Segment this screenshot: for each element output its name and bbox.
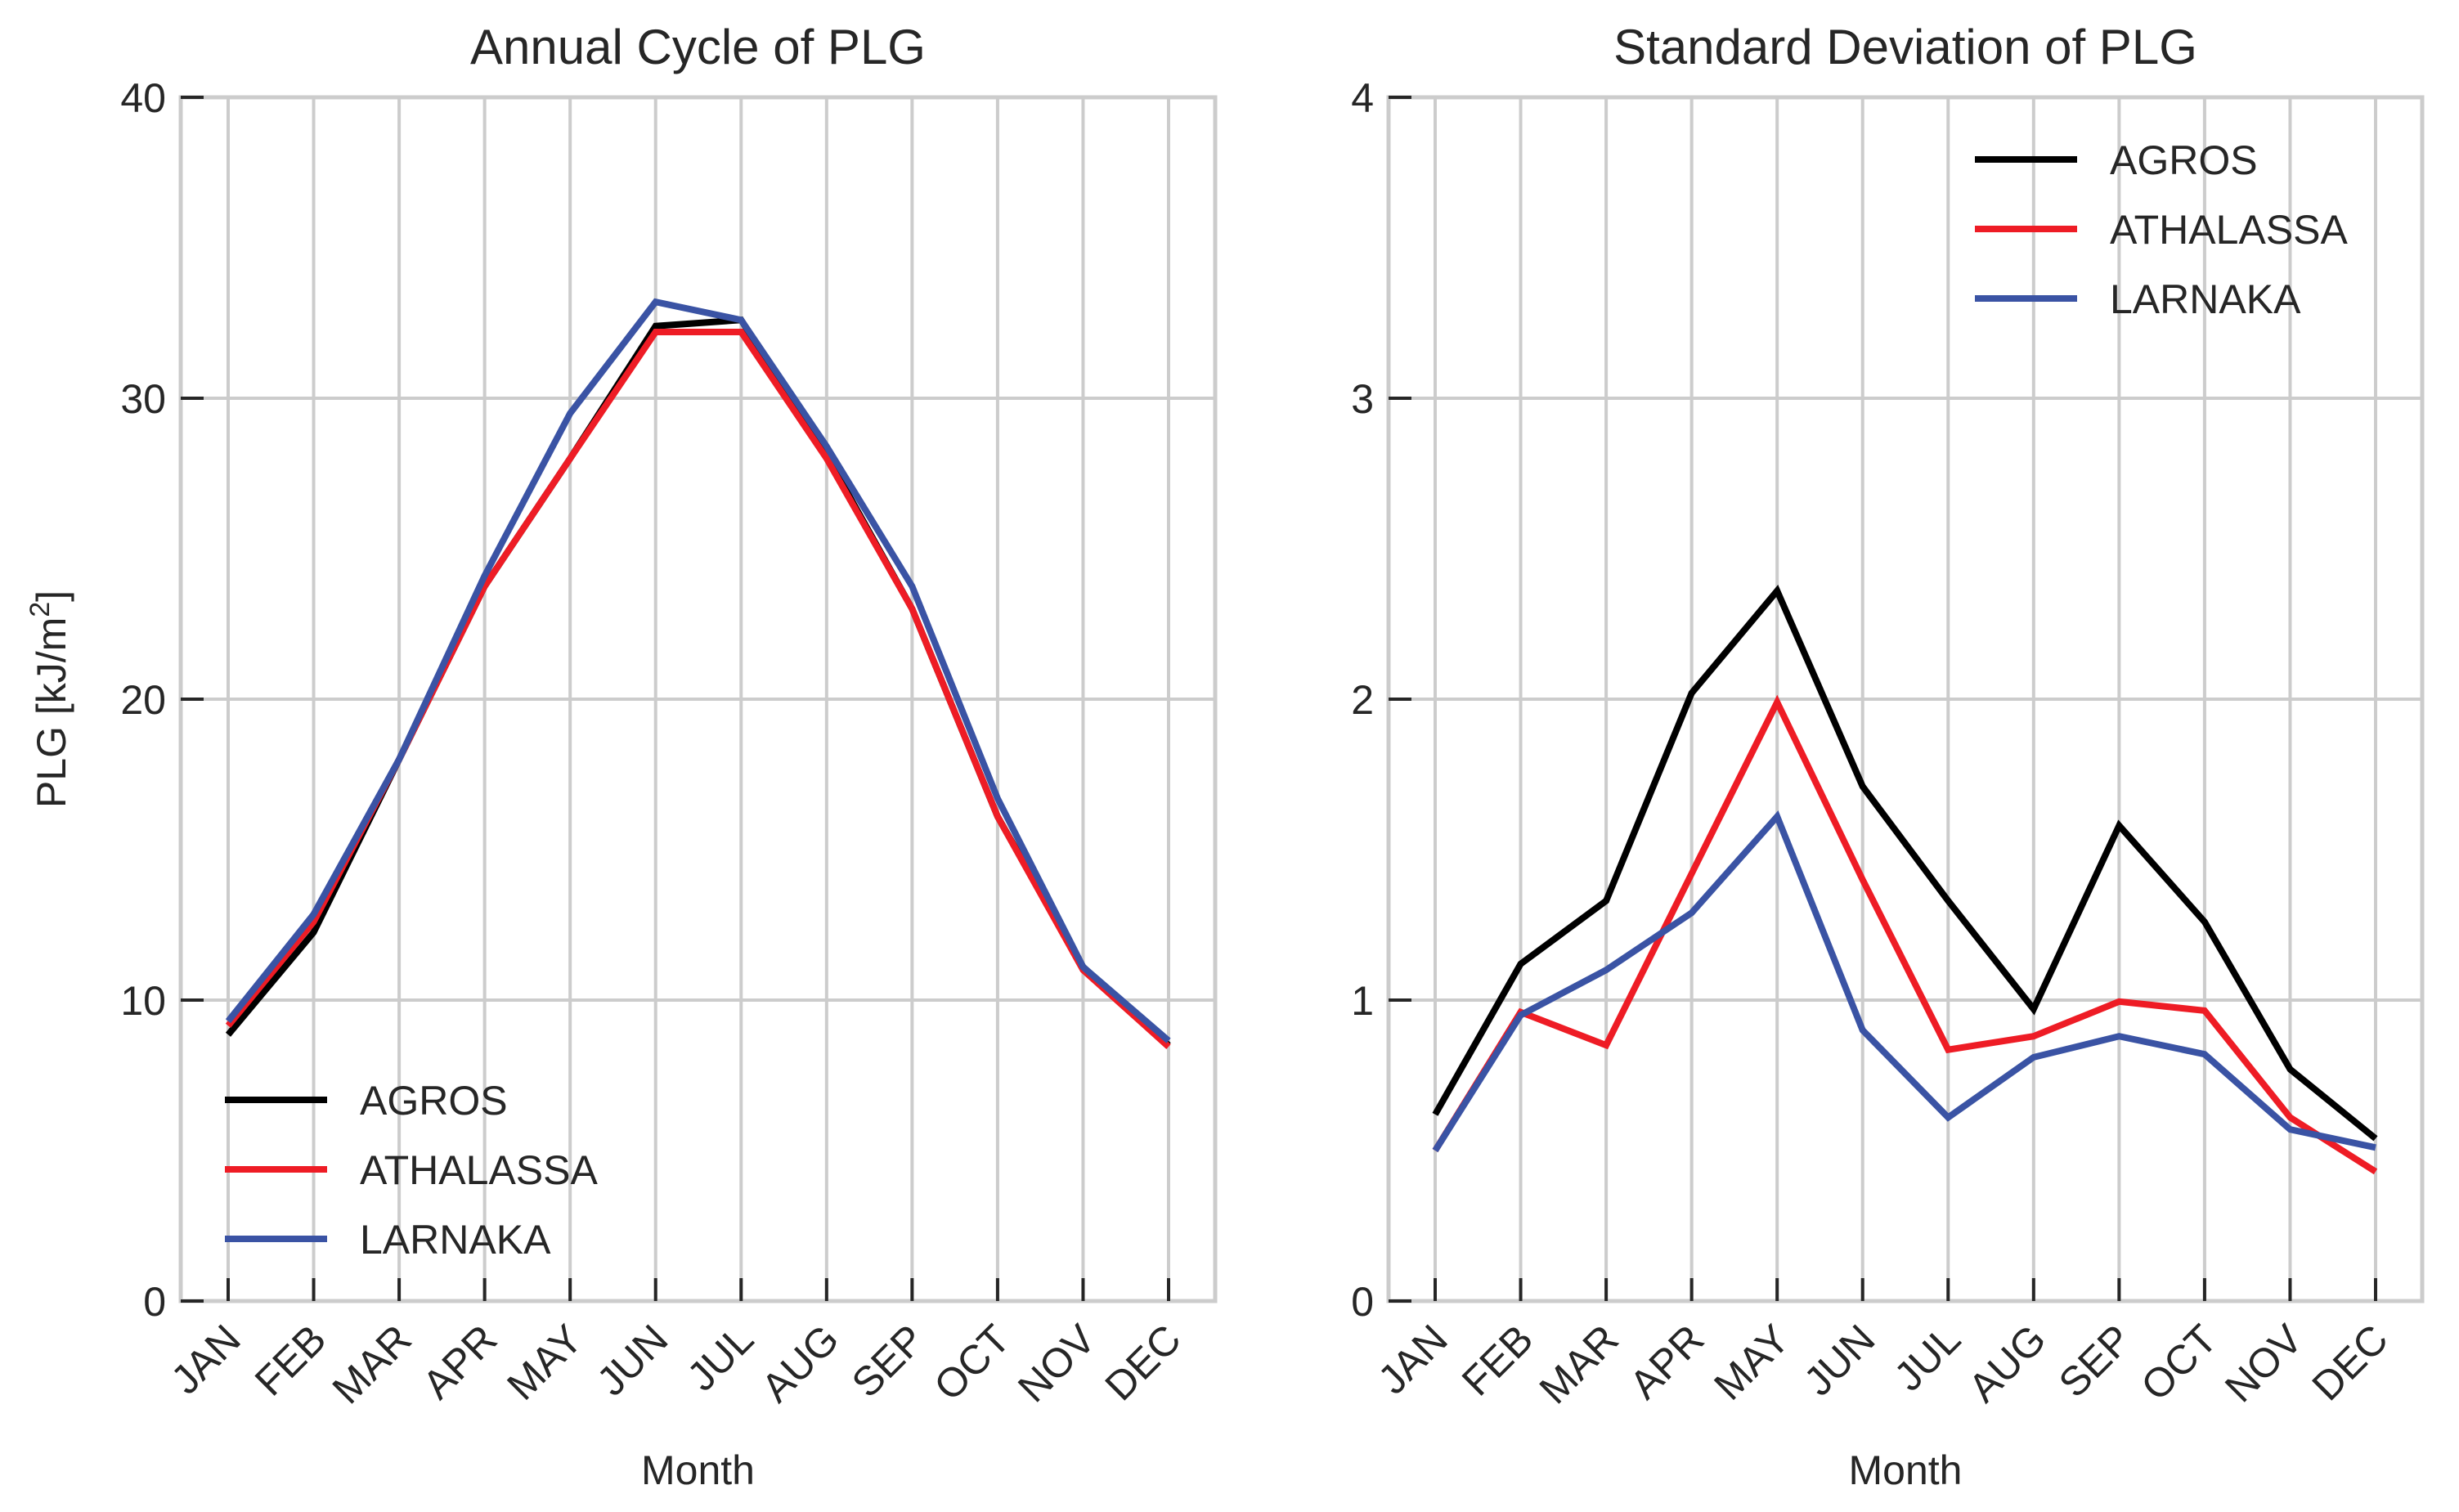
x-tick-label: JUN <box>588 1316 676 1404</box>
x-tick-label: OCT <box>925 1316 1018 1409</box>
y-axis-label-superscript: 2 <box>25 602 56 617</box>
x-tick-label: MAY <box>1705 1316 1798 1409</box>
y-tick-label: 20 <box>120 677 166 723</box>
x-tick-label: MAR <box>324 1316 420 1412</box>
x-tick-label: APR <box>414 1316 505 1407</box>
x-tick-label: OCT <box>2132 1316 2225 1409</box>
y-tick-label: 40 <box>120 75 166 121</box>
x-tick-label: SEP <box>2050 1316 2140 1406</box>
legend: AGROS ATHALASSA LARNAKA <box>1975 137 2348 322</box>
x-tick-label: MAY <box>498 1316 591 1409</box>
x-tick-label: JAN <box>1369 1316 1456 1402</box>
series-line-larnaka <box>1432 810 2376 1153</box>
x-tick-label: JUL <box>1886 1316 1969 1399</box>
x-tick-label: AUG <box>752 1316 847 1411</box>
y-tick-label: 1 <box>1351 978 1374 1024</box>
series-line-agros <box>1432 584 2378 1142</box>
legend-label-agros: AGROS <box>2110 137 2258 183</box>
x-tick-label: NOV <box>2216 1316 2312 1411</box>
x-tick-label: FEB <box>246 1316 334 1404</box>
legend-label-agros: AGROS <box>360 1078 508 1124</box>
x-tick-label: NOV <box>1009 1316 1105 1411</box>
legend-label-larnaka: LARNAKA <box>360 1217 551 1263</box>
legend: AGROS ATHALASSA LARNAKA <box>225 1078 598 1263</box>
x-tick-label: JUN <box>1795 1316 1883 1404</box>
legend-label-athalassa: ATHALASSA <box>360 1147 598 1193</box>
y-tick-label: 2 <box>1351 677 1374 723</box>
x-tick-label: DEC <box>1097 1316 1190 1409</box>
y-axis-label-end: ] <box>29 590 74 602</box>
series-line-larnaka <box>225 298 1171 1043</box>
legend-label-athalassa: ATHALASSA <box>2110 207 2348 253</box>
x-tick-label: JUL <box>679 1316 762 1399</box>
x-tick-label: AUG <box>1959 1316 2054 1411</box>
y-tick-label: 30 <box>120 376 166 422</box>
y-tick-label: 10 <box>120 978 166 1024</box>
series-line-athalassa <box>225 329 1171 1049</box>
x-tick-label: SEP <box>843 1316 933 1406</box>
x-tick-label: FEB <box>1453 1316 1541 1404</box>
y-tick-label: 3 <box>1351 376 1374 422</box>
chart-title: Standard Deviation of PLG <box>1613 20 2197 74</box>
y-axis-label: PLG [kJ/m2] <box>25 590 74 808</box>
x-tick-label: JAN <box>162 1316 249 1402</box>
chart-title: Annual Cycle of PLG <box>470 20 926 74</box>
series-line-agros <box>225 316 1171 1048</box>
y-axis-label-base: PLG [kJ/m <box>29 617 74 808</box>
legend-label-larnaka: LARNAKA <box>2110 276 2301 322</box>
x-axis-label: Month <box>1849 1447 1963 1493</box>
y-tick-label: 4 <box>1351 75 1374 121</box>
x-tick-label: MAR <box>1531 1316 1627 1412</box>
series-line-athalassa <box>1432 694 2378 1175</box>
y-tick-label: 0 <box>1351 1279 1374 1325</box>
x-tick-label: APR <box>1621 1316 1712 1407</box>
x-axis-label: Month <box>641 1447 755 1493</box>
y-tick-label: 0 <box>143 1279 166 1325</box>
x-tick-label: DEC <box>2304 1316 2397 1409</box>
